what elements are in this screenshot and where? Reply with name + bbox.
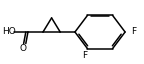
Text: O: O: [20, 44, 27, 53]
Text: F: F: [131, 28, 137, 36]
Text: F: F: [82, 50, 87, 60]
Text: HO: HO: [2, 28, 16, 36]
